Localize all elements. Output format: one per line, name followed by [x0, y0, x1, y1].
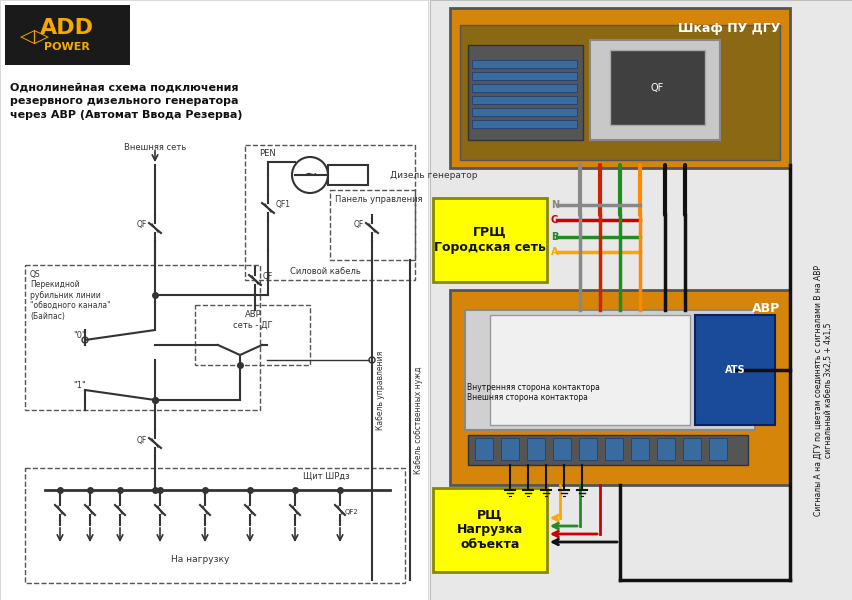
- Bar: [25, 468, 405, 583]
- FancyBboxPatch shape: [433, 198, 546, 282]
- Text: QF: QF: [262, 272, 273, 281]
- Text: PEN: PEN: [259, 149, 276, 158]
- Bar: [429, 0, 852, 600]
- Text: "0": "0": [73, 331, 86, 340]
- Text: QS
Перекидной
рубильник линии
"обводного канала"
(Байпас): QS Перекидной рубильник линии "обводного…: [30, 270, 111, 320]
- Bar: [459, 25, 779, 160]
- Bar: [475, 438, 492, 460]
- Bar: [552, 438, 570, 460]
- Text: QF: QF: [136, 220, 147, 229]
- Text: Панель управления: Панель управления: [335, 195, 422, 204]
- Bar: [464, 310, 754, 430]
- Text: QF: QF: [354, 220, 364, 229]
- FancyBboxPatch shape: [433, 488, 546, 572]
- Text: Сигналы А на ДГУ по цветам соединять с сигналами В на АВР
сигнальный кабель 3х2,: Сигналы А на ДГУ по цветам соединять с с…: [812, 265, 832, 515]
- Text: ADD: ADD: [40, 18, 94, 38]
- Text: Кабель управления: Кабель управления: [376, 350, 384, 430]
- Text: POWER: POWER: [44, 42, 89, 52]
- Bar: [450, 290, 789, 485]
- Text: QF2: QF2: [344, 509, 359, 515]
- Bar: [5, 5, 130, 65]
- Text: Дизель генератор: Дизель генератор: [389, 170, 477, 179]
- Text: C: C: [550, 215, 557, 225]
- Bar: [328, 165, 367, 185]
- Bar: [590, 40, 719, 140]
- Text: Внешняя сторона контактора: Внешняя сторона контактора: [466, 393, 587, 402]
- Bar: [471, 120, 576, 128]
- Text: Силовой кабель: Силовой кабель: [290, 267, 360, 276]
- Bar: [471, 72, 576, 80]
- Text: QF1: QF1: [276, 200, 291, 209]
- Bar: [468, 45, 582, 140]
- Bar: [708, 438, 726, 460]
- Bar: [682, 438, 700, 460]
- Text: ГРЩ
Городская сеть: ГРЩ Городская сеть: [434, 226, 545, 254]
- Text: QF: QF: [649, 83, 663, 93]
- Bar: [330, 190, 415, 260]
- Text: QF: QF: [136, 436, 147, 445]
- Bar: [245, 145, 415, 280]
- Text: "1": "1": [73, 380, 86, 389]
- Bar: [489, 315, 689, 425]
- Bar: [471, 60, 576, 68]
- Bar: [195, 305, 309, 365]
- Bar: [500, 438, 518, 460]
- Bar: [630, 438, 648, 460]
- Bar: [609, 50, 704, 125]
- Text: Щит ШРдз: Щит ШРдз: [303, 472, 349, 481]
- Bar: [694, 315, 774, 425]
- Text: ~: ~: [302, 166, 317, 184]
- Bar: [0, 0, 428, 600]
- Text: АВР
сеть - ДГ: АВР сеть - ДГ: [233, 310, 273, 329]
- Text: Внутренняя сторона контактора: Внутренняя сторона контактора: [466, 383, 599, 392]
- Bar: [579, 438, 596, 460]
- Text: N: N: [550, 200, 558, 210]
- Text: АВР: АВР: [751, 302, 779, 315]
- Bar: [471, 96, 576, 104]
- Text: На нагрузку: На нагрузку: [170, 555, 229, 564]
- Text: Однолинейная схема подключения
резервного дизельного генератора
через АВР (Автом: Однолинейная схема подключения резервног…: [10, 82, 242, 120]
- Text: A: A: [550, 247, 558, 257]
- Bar: [604, 438, 622, 460]
- Bar: [527, 438, 544, 460]
- Bar: [656, 438, 674, 460]
- Bar: [468, 435, 747, 465]
- Text: ◁▷: ◁▷: [20, 26, 50, 46]
- Text: Шкаф ПУ ДГУ: Шкаф ПУ ДГУ: [676, 22, 779, 35]
- Text: РЩ
Нагрузка
объекта: РЩ Нагрузка объекта: [457, 509, 522, 551]
- Bar: [471, 108, 576, 116]
- Text: ATS: ATS: [724, 365, 745, 375]
- Text: B: B: [550, 232, 558, 242]
- Bar: [25, 265, 260, 410]
- Bar: [450, 8, 789, 168]
- Text: Кабель собственных нужд: Кабель собственных нужд: [413, 366, 423, 474]
- Bar: [471, 84, 576, 92]
- Text: Внешняя сеть: Внешняя сеть: [124, 143, 186, 152]
